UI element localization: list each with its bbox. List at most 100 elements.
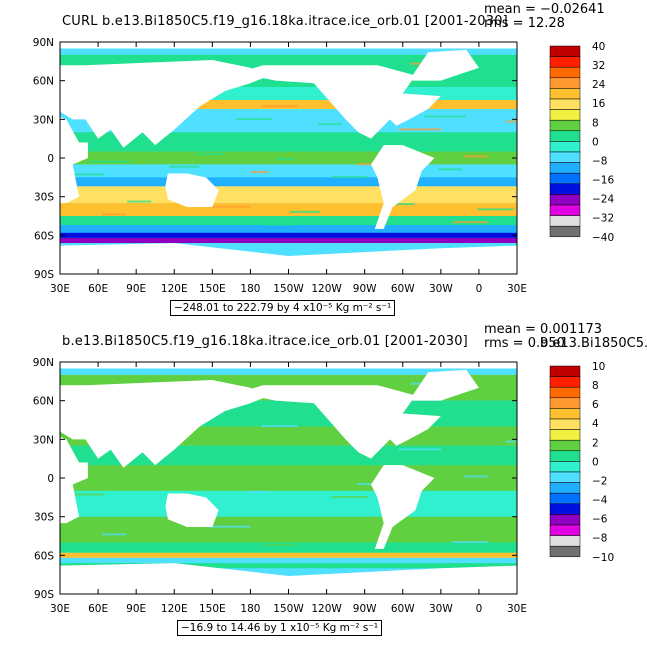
colorbar-label: 4 (592, 418, 599, 430)
lon-label: 30W (429, 283, 453, 295)
lon-label: 30E (50, 603, 70, 615)
map-svg: 90N 60N 30N 0 30S 60S 90S 30E 60E 90E 120E 150E 180 1… (33, 37, 615, 295)
land-namerica (237, 385, 441, 459)
ocean-streak (289, 210, 320, 213)
colorbar-swatch (549, 194, 581, 206)
land-namerica (237, 65, 441, 139)
land-eurasia (60, 380, 264, 468)
colorbar-swatch (549, 514, 581, 526)
lat-label: 60N (33, 396, 54, 408)
land-samerica (371, 465, 435, 549)
colorbar-swatch (549, 109, 581, 121)
ocean-streak (208, 205, 251, 208)
ocean-band (60, 216, 517, 226)
lon-label: 60W (391, 283, 415, 295)
land-africa (60, 112, 88, 204)
ocean-streak (264, 543, 295, 546)
ocean-streak (505, 440, 517, 443)
colorbar-label: −32 (592, 213, 614, 225)
ocean-streak (317, 123, 342, 126)
colorbar-label: 24 (592, 79, 606, 91)
land-australia (165, 493, 219, 527)
ocean-streak (452, 541, 489, 544)
colorbar-swatch (549, 545, 581, 558)
ocean-band (60, 164, 517, 178)
ocean-streak (275, 158, 294, 160)
land-antarctica (60, 243, 517, 274)
ocean-band (60, 100, 517, 110)
ocean-streak (491, 67, 510, 70)
ocean-streak (183, 218, 226, 221)
panel-bottom: b.e13.Bi1850C5.f19_g16.18ka.itrace.ice_o… (0, 320, 647, 640)
lat-label: 90N (33, 357, 54, 369)
panel-title: CURL b.e13.Bi1850C5.f19_g16.18ka.itrace.… (62, 14, 508, 29)
ocean-streak (329, 377, 372, 380)
lat-label: 0 (47, 473, 54, 485)
colorbar-swatch (549, 482, 581, 494)
colorbar-label: −40 (592, 232, 614, 244)
lat-label: 60S (34, 230, 54, 242)
colorbar-label: −8 (592, 155, 607, 167)
lon-label: 30E (507, 603, 527, 615)
colorbar-label: 0 (592, 456, 599, 468)
ocean-streak (101, 213, 126, 216)
colorbar-label: 8 (592, 380, 599, 392)
colorbar-swatch (549, 215, 581, 227)
panel-title: b.e13.Bi1850C5.f19_g16.18ka.itrace.ice_o… (62, 334, 468, 349)
colorbar-swatch (549, 151, 581, 163)
ocean-streak (275, 478, 294, 480)
ocean-band (60, 177, 517, 187)
ocean-streak (236, 118, 273, 121)
colorbar-swatch (549, 418, 581, 430)
lon-label: 120E (161, 603, 188, 615)
ocean-streak (127, 200, 152, 203)
colorbar-swatch (549, 386, 581, 399)
colorbar-swatch (549, 119, 581, 132)
ocean-streak (127, 520, 152, 523)
lon-label: 30E (50, 283, 70, 295)
lat-label: 30N (33, 434, 54, 446)
colorbar-swatch (549, 56, 581, 68)
lat-label: 30S (34, 192, 54, 204)
lon-label: 90W (353, 603, 377, 615)
ocean-streak (264, 223, 295, 226)
ocean-streak (396, 203, 415, 206)
colorbar-swatch (549, 88, 581, 100)
ocean-streak (398, 448, 441, 451)
lat-label: 90N (33, 37, 54, 49)
colorbar-swatch (549, 204, 581, 216)
land-australia (165, 173, 219, 207)
colorbar-label: −16 (592, 175, 614, 187)
ocean-streak (477, 208, 514, 211)
lon-label: 60W (391, 603, 415, 615)
lon-label: 0 (476, 603, 483, 615)
colorbar-swatch (549, 492, 581, 505)
colorbar-label: 10 (592, 361, 605, 373)
lon-label: 150E (199, 603, 226, 615)
ocean-streak (194, 152, 225, 155)
colorbar-swatch (549, 141, 581, 153)
overlap-text: b.e13.Bi1850C5.f1 (540, 336, 647, 351)
colorbar-label: 32 (592, 60, 605, 72)
ocean-streak (87, 480, 130, 483)
contour-range-box: −16.9 to 14.46 by 1 x10⁻⁵ Kg m⁻² s⁻¹ (177, 620, 383, 636)
lon-label: 150W (273, 283, 304, 295)
ocean-streak (183, 538, 226, 541)
rms-label: rms = 0.950 (484, 336, 565, 351)
ocean-streak (87, 160, 130, 163)
lon-label: 90E (126, 603, 146, 615)
colorbar-swatch (549, 439, 581, 452)
lon-label: 60E (88, 603, 108, 615)
ocean-streak (250, 170, 269, 173)
lon-label: 120E (161, 283, 188, 295)
colorbar-swatch (549, 450, 581, 462)
ocean-streak (62, 493, 105, 496)
ocean-streak (141, 60, 178, 63)
ocean-streak (424, 435, 467, 438)
ocean-band (60, 243, 517, 249)
ocean-streak (329, 57, 372, 60)
ocean-streak (208, 525, 251, 528)
ocean-streak (491, 387, 510, 390)
ocean-streak (396, 523, 415, 526)
ocean-field (60, 362, 517, 594)
